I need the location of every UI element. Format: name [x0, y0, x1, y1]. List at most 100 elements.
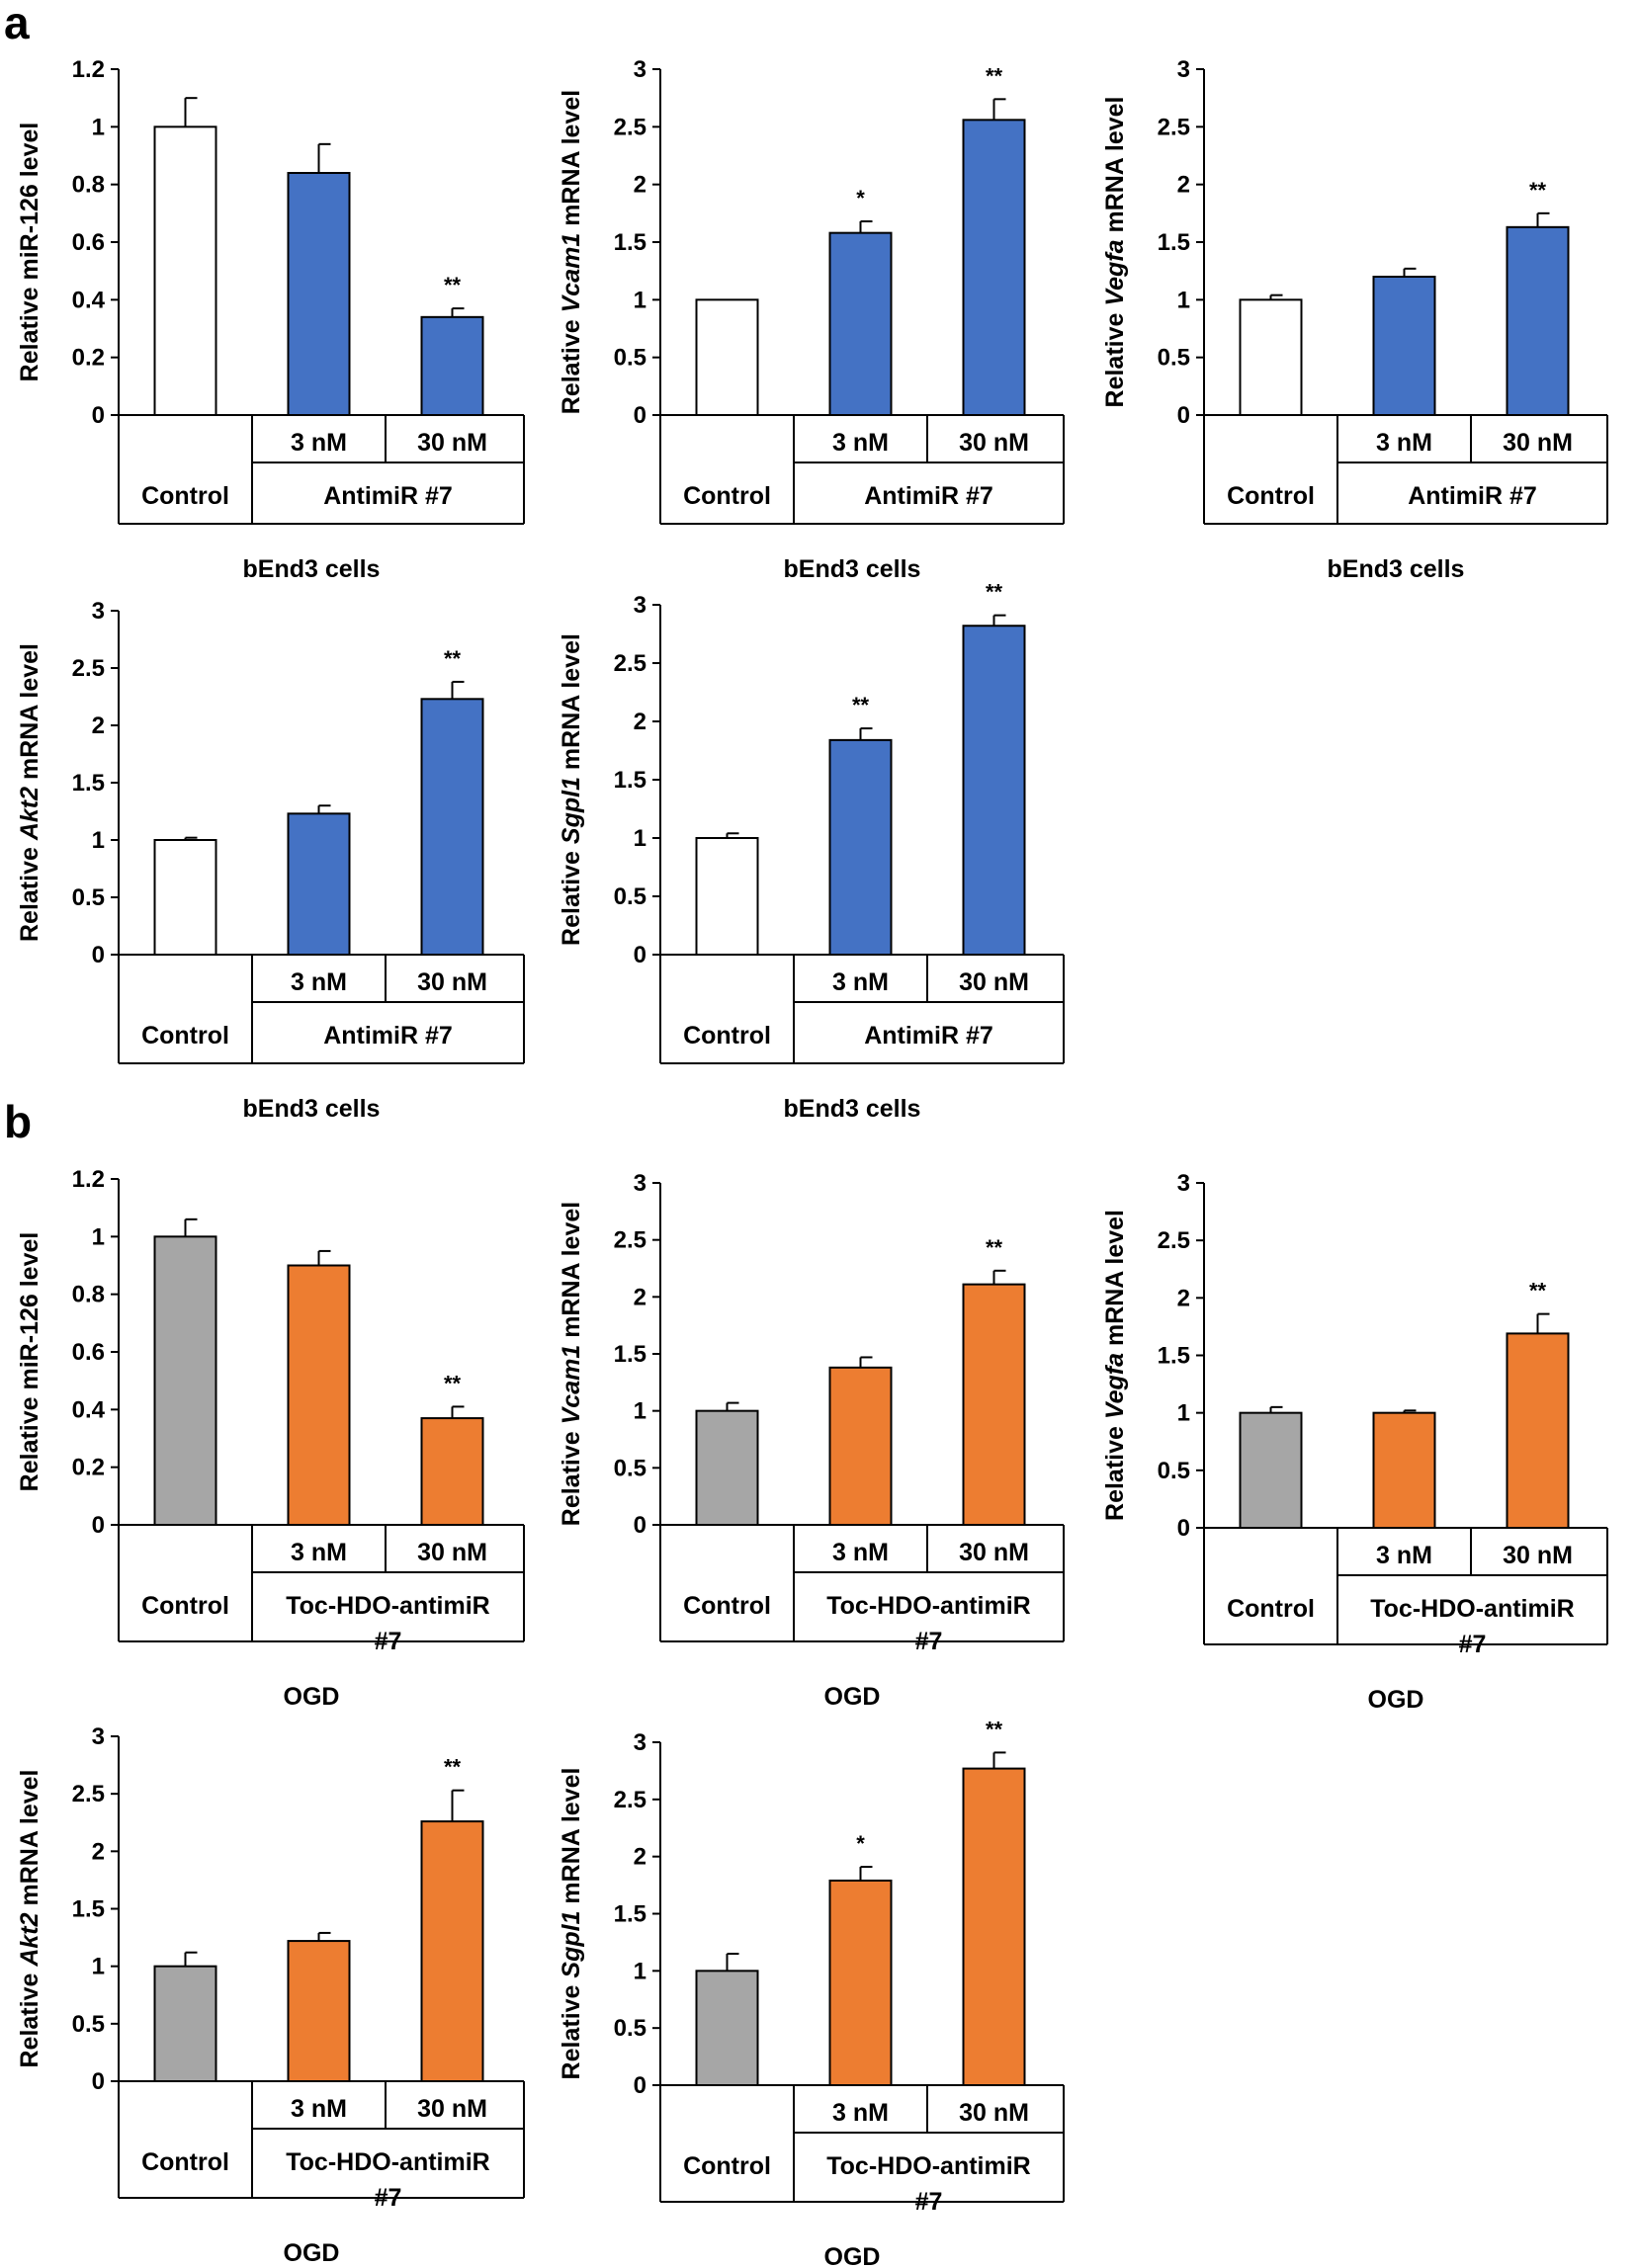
y-axis-label-part: Relative — [558, 1424, 585, 1526]
y-axis-label-part: Vcam1 — [558, 233, 585, 313]
y-tick-label: 1.5 — [72, 770, 105, 797]
condition-label: bEnd3 cells — [243, 555, 381, 583]
bar-30nm — [962, 119, 1026, 416]
group-label: AntimiR #7 — [864, 482, 993, 510]
y-axis-label-part: Relative — [558, 844, 585, 946]
bar-3nm — [828, 738, 893, 956]
y-axis-label: Relative miR-126 level — [16, 123, 43, 382]
category-label-control: Control — [1227, 1595, 1315, 1623]
group-label-line2: #7 — [1459, 1631, 1487, 1658]
chart-b2: 0 0.5 1 1.5 2 2.5 3 Relative Vcam1 mRNA level **… — [558, 1170, 1065, 1711]
chart-b3: 0 0.5 1 1.5 2 2.5 3 Relative Vegfa mRNA level **… — [1101, 1170, 1608, 1714]
bar-30nm — [420, 1820, 484, 2082]
bar-3nm — [828, 1366, 893, 1526]
y-axis-label-part: Relative — [16, 840, 43, 942]
bar-30nm — [1506, 1332, 1570, 1529]
y-tick-label: 2 — [634, 1284, 646, 1310]
y-tick-label: 2 — [1177, 1285, 1190, 1311]
condition-label: bEnd3 cells — [1328, 555, 1465, 583]
bar-control — [695, 837, 759, 956]
y-tick-label: 3 — [634, 1170, 646, 1197]
bar-3nm — [287, 172, 351, 416]
y-tick-label: 1 — [634, 287, 646, 313]
category-label-30nm: 30 nM — [1503, 429, 1573, 457]
y-tick-label: 2.5 — [72, 1781, 105, 1807]
chart-b4: 0 0.5 1 1.5 2 2.5 3 Relative Akt2 mRNA level ** 3… — [16, 1723, 525, 2267]
category-label-30nm: 30 nM — [959, 2099, 1029, 2127]
y-tick-label: 0.4 — [72, 287, 106, 313]
category-label-30nm: 30 nM — [1503, 1542, 1573, 1569]
category-label-3nm: 3 nM — [832, 429, 889, 457]
y-axis-label: Relative Vegfa mRNA level — [1101, 1210, 1129, 1521]
bar-3nm — [828, 231, 893, 416]
y-axis-label: Relative Vcam1 mRNA level — [558, 90, 585, 414]
y-tick-label: 2.5 — [614, 1787, 646, 1813]
condition-label: bEnd3 cells — [243, 1095, 381, 1123]
y-axis-label: Relative miR-126 level — [16, 1232, 43, 1492]
y-axis-label-part: mRNA level — [1101, 97, 1129, 240]
bar-control — [1239, 298, 1303, 417]
condition-label: bEnd3 cells — [784, 555, 921, 583]
y-tick-label: 2 — [634, 1844, 646, 1871]
y-tick-label: 3 — [634, 56, 646, 83]
y-tick-label: 0.5 — [1158, 345, 1190, 372]
y-tick-label: 1.5 — [1158, 1343, 1190, 1370]
y-tick-label: 0.5 — [1158, 1458, 1190, 1484]
category-label-30nm: 30 nM — [417, 2095, 487, 2123]
category-label-30nm: 30 nM — [959, 1539, 1029, 1566]
y-tick-label: 2 — [92, 713, 105, 739]
condition-label: bEnd3 cells — [784, 1095, 921, 1123]
y-tick-label: 1.2 — [72, 56, 105, 83]
bar-3nm — [828, 1879, 893, 2086]
bar-control — [153, 1965, 217, 2082]
category-label-control: Control — [683, 482, 771, 510]
y-tick-label: 1 — [634, 825, 646, 852]
bar-control — [695, 1970, 759, 2087]
bar-control — [695, 1409, 759, 1526]
y-tick-label: 0.5 — [72, 884, 105, 911]
significance-mark: ** — [852, 693, 870, 717]
y-axis-label: Relative Sgpl1 mRNA level — [558, 1768, 585, 2080]
y-tick-label: 3 — [634, 1729, 646, 1756]
group-label: Toc-HDO-antimiR — [286, 1592, 489, 1620]
y-tick-label: 0.4 — [72, 1396, 106, 1423]
y-tick-label: 0 — [634, 2072, 646, 2099]
significance-mark: * — [856, 186, 865, 210]
y-tick-label: 2.5 — [72, 655, 105, 682]
category-label-control: Control — [683, 2152, 771, 2180]
bar-3nm — [287, 812, 351, 956]
category-label-control: Control — [683, 1592, 771, 1620]
significance-mark: ** — [1529, 1279, 1547, 1303]
y-tick-label: 1.2 — [72, 1166, 105, 1193]
significance-mark: ** — [444, 646, 462, 671]
y-tick-label: 1 — [92, 1223, 105, 1250]
category-label-30nm: 30 nM — [417, 968, 487, 996]
category-label-30nm: 30 nM — [959, 429, 1029, 457]
y-tick-label: 2 — [634, 172, 646, 199]
bar-30nm — [962, 625, 1026, 956]
y-tick-label: 2.5 — [614, 650, 646, 677]
y-tick-label: 1.5 — [614, 1901, 646, 1928]
y-tick-label: 1 — [92, 1954, 105, 1980]
category-label-control: Control — [141, 1022, 229, 1050]
bar-30nm — [1506, 225, 1570, 416]
bar-30nm — [962, 1767, 1026, 2087]
y-axis-label-part: Sgpl1 — [558, 777, 585, 844]
group-label: AntimiR #7 — [864, 1022, 993, 1050]
y-tick-label: 3 — [92, 598, 105, 625]
y-axis-label-part: mRNA level — [558, 90, 585, 233]
y-axis-label-part: Relative — [16, 1967, 43, 2068]
y-axis-label-part: Akt2 — [16, 1912, 43, 1967]
y-tick-label: 2.5 — [614, 114, 646, 140]
category-label-control: Control — [141, 2148, 229, 2176]
group-label-line2: #7 — [375, 1628, 402, 1655]
y-tick-label: 0 — [92, 942, 105, 968]
y-axis-label-part: Relative — [1101, 306, 1129, 408]
bar-30nm — [420, 315, 484, 417]
group-label: AntimiR #7 — [1408, 482, 1537, 510]
y-tick-label: 0.6 — [72, 1339, 105, 1366]
group-label: AntimiR #7 — [323, 1022, 453, 1050]
group-label: Toc-HDO-antimiR — [826, 1592, 1030, 1620]
